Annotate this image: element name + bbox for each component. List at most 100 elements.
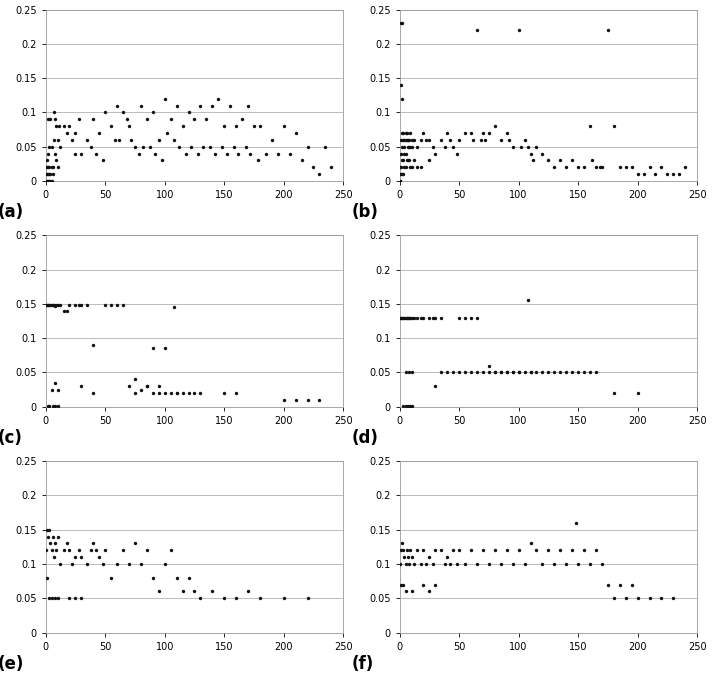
- Point: [153, 381, 164, 391]
- Point: [397, 141, 408, 152]
- Point: [471, 25, 483, 36]
- Point: [632, 593, 644, 604]
- Point: [459, 558, 471, 569]
- Point: [147, 573, 159, 583]
- Point: [236, 114, 248, 124]
- Point: [290, 395, 301, 406]
- Point: [620, 162, 632, 172]
- Point: [52, 135, 63, 145]
- Point: [489, 367, 501, 378]
- Point: [100, 545, 111, 556]
- Point: [424, 552, 435, 562]
- Point: [90, 545, 101, 556]
- Point: [408, 135, 419, 145]
- Point: [43, 169, 55, 180]
- Point: [395, 162, 407, 172]
- Point: [525, 367, 536, 378]
- Point: [429, 579, 441, 590]
- Point: [177, 586, 188, 597]
- Point: [614, 162, 625, 172]
- Point: [46, 593, 58, 604]
- Point: [543, 545, 554, 556]
- Point: [70, 593, 81, 604]
- Point: [40, 300, 51, 311]
- Point: [424, 135, 435, 145]
- Point: [43, 176, 55, 187]
- Point: [245, 148, 256, 159]
- Point: [549, 558, 560, 569]
- Point: [397, 18, 408, 28]
- Point: [483, 367, 495, 378]
- Point: [594, 162, 605, 172]
- Point: [111, 100, 122, 111]
- Point: [402, 312, 414, 323]
- Point: [401, 155, 412, 166]
- Point: [141, 381, 152, 391]
- Point: [507, 367, 518, 378]
- Point: [105, 573, 117, 583]
- Point: [260, 148, 271, 159]
- Point: [415, 558, 426, 569]
- Point: [572, 558, 584, 569]
- Point: [53, 121, 65, 132]
- Point: [117, 107, 129, 118]
- Point: [47, 531, 58, 542]
- Point: [406, 401, 417, 412]
- Point: [64, 299, 75, 310]
- Text: (a): (a): [0, 203, 24, 221]
- Text: (f): (f): [352, 655, 375, 673]
- Point: [404, 312, 416, 323]
- Point: [406, 162, 417, 172]
- Point: [406, 312, 417, 323]
- Point: [495, 367, 506, 378]
- Point: [402, 135, 414, 145]
- Point: [70, 299, 81, 310]
- Point: [209, 148, 221, 159]
- Point: [483, 360, 495, 371]
- Point: [137, 141, 149, 152]
- Point: [47, 300, 58, 311]
- Point: [513, 25, 524, 36]
- Point: [475, 135, 486, 145]
- Point: [454, 545, 465, 556]
- Point: [408, 312, 419, 323]
- Point: [171, 573, 182, 583]
- Point: [231, 121, 242, 132]
- Point: [406, 586, 417, 597]
- Point: [169, 135, 180, 145]
- Point: [567, 155, 578, 166]
- Point: [537, 148, 548, 159]
- Point: [400, 558, 412, 569]
- Point: [394, 176, 405, 187]
- Point: [397, 155, 409, 166]
- Point: [451, 148, 462, 159]
- Point: [406, 552, 417, 562]
- Point: [530, 545, 542, 556]
- Point: [572, 162, 584, 172]
- Point: [130, 387, 141, 398]
- Point: [50, 538, 61, 549]
- Point: [221, 148, 232, 159]
- Point: [50, 377, 61, 388]
- Point: [466, 367, 477, 378]
- Point: [183, 107, 194, 118]
- Point: [216, 141, 228, 152]
- Point: [41, 162, 53, 172]
- Point: [242, 586, 253, 597]
- Point: [404, 141, 416, 152]
- Point: [105, 121, 117, 132]
- Point: [578, 162, 590, 172]
- Point: [114, 135, 125, 145]
- Point: [135, 100, 147, 111]
- Point: [141, 381, 152, 391]
- Point: [401, 312, 412, 323]
- Point: [228, 141, 239, 152]
- Point: [400, 312, 412, 323]
- Point: [523, 295, 534, 306]
- Point: [570, 517, 582, 528]
- Point: [123, 558, 135, 569]
- Point: [130, 141, 141, 152]
- Point: [61, 538, 73, 549]
- Point: [477, 545, 488, 556]
- Point: [507, 141, 518, 152]
